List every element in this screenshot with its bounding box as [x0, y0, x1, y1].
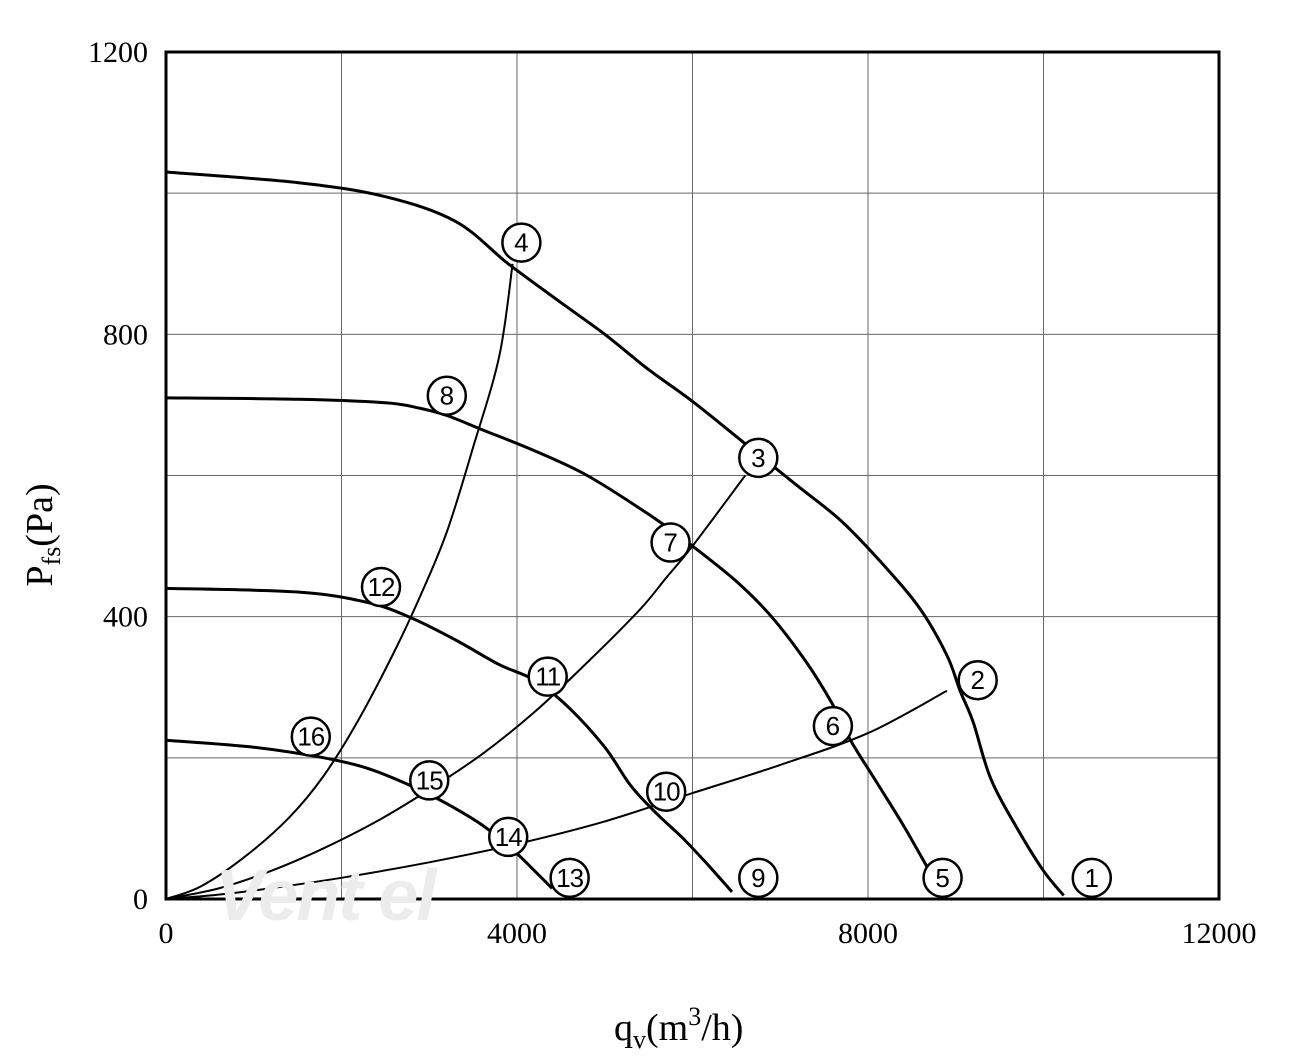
point-marker-label: 13 — [556, 863, 583, 893]
point-marker-circle — [738, 437, 779, 479]
point-marker-label: 1 — [1085, 863, 1099, 893]
y-tick-label: 0 — [133, 883, 148, 916]
x-axis-label-main: q — [614, 1007, 633, 1049]
point-marker-label: 10 — [653, 777, 680, 807]
y-axis-label: Pfs(Pa) — [19, 483, 66, 586]
y-axis-label-main: P — [19, 565, 61, 586]
x-axis-label-end: /h) — [701, 1007, 743, 1049]
x-tick-labels: 0 4000 8000 12000 — [159, 917, 1257, 950]
y-tick-label: 400 — [103, 601, 148, 634]
y-tick-label: 800 — [103, 318, 148, 351]
point-marker: 13 — [549, 857, 590, 899]
system-curve — [165, 263, 514, 900]
point-marker-label: 9 — [751, 863, 765, 893]
x-tick-label: 0 — [159, 917, 174, 950]
grid-lines — [166, 52, 1219, 899]
x-axis-label-sup: 3 — [688, 1002, 701, 1031]
point-marker-label: 8 — [440, 381, 454, 411]
y-tick-labels: 0 400 800 1200 — [88, 36, 148, 916]
point-marker-circle — [426, 375, 468, 416]
y-axis-label-sub: fs — [37, 547, 66, 566]
point-marker-circle — [527, 656, 568, 697]
point-marker-label: 6 — [826, 711, 840, 741]
point-marker-circle — [738, 857, 779, 899]
point-marker-label: 14 — [495, 822, 522, 852]
point-marker: 6 — [812, 705, 854, 747]
point-marker: 2 — [957, 659, 998, 701]
x-axis-label: qv(m3/h) — [614, 1002, 743, 1054]
point-marker-circle — [645, 771, 687, 812]
fan-curve — [165, 738, 554, 890]
x-axis-label-sub: v — [633, 1025, 646, 1054]
plot-frame — [164, 50, 1221, 901]
fan-curve — [165, 396, 947, 897]
point-marker-circle — [812, 705, 854, 747]
y-tick-label: 1200 — [88, 36, 148, 69]
point-marker-label: 16 — [297, 722, 324, 752]
point-marker-circle — [501, 222, 542, 263]
point-marker: 14 — [487, 816, 529, 858]
point-marker-circle — [650, 522, 691, 563]
point-marker: 9 — [738, 857, 779, 899]
system-curve — [165, 474, 747, 900]
point-marker-label: 15 — [416, 765, 443, 795]
point-marker: 4 — [501, 222, 542, 263]
x-tick-label: 4000 — [487, 917, 547, 950]
point-marker: 11 — [527, 656, 568, 697]
point-marker-circle — [360, 566, 402, 608]
point-marker: 12 — [360, 566, 402, 608]
point-marker-circle — [549, 857, 590, 899]
fan-curve — [165, 586, 734, 893]
x-tick-label: 8000 — [838, 917, 898, 950]
fan-curve — [165, 170, 1065, 897]
point-marker-label: 12 — [368, 572, 395, 602]
point-marker-circle — [409, 760, 450, 801]
point-marker: 5 — [922, 857, 963, 899]
point-marker: 7 — [650, 522, 691, 563]
point-marker: 10 — [645, 771, 687, 812]
point-marker-label: 3 — [751, 443, 765, 473]
point-marker: 16 — [290, 716, 332, 757]
point-marker: 3 — [738, 437, 779, 479]
point-marker-circle — [922, 857, 963, 899]
point-marker: 8 — [426, 375, 468, 416]
x-tick-label: 12000 — [1182, 917, 1257, 950]
point-marker: 15 — [409, 760, 450, 801]
point-marker-circle — [290, 716, 332, 757]
x-axis-label-rest: (m — [646, 1007, 688, 1049]
point-marker-circle — [1071, 857, 1113, 899]
point-marker-label: 5 — [935, 863, 949, 893]
y-axis-label-end: (Pa) — [19, 483, 61, 546]
point-marker-label: 11 — [535, 662, 561, 692]
point-marker-circle — [957, 659, 998, 701]
point-marker: 1 — [1071, 857, 1113, 899]
point-marker-label: 4 — [514, 228, 528, 258]
point-marker-circle — [487, 816, 529, 858]
point-marker-label: 2 — [970, 665, 984, 695]
performance-curves — [165, 170, 1065, 900]
point-marker-label: 7 — [663, 528, 677, 558]
